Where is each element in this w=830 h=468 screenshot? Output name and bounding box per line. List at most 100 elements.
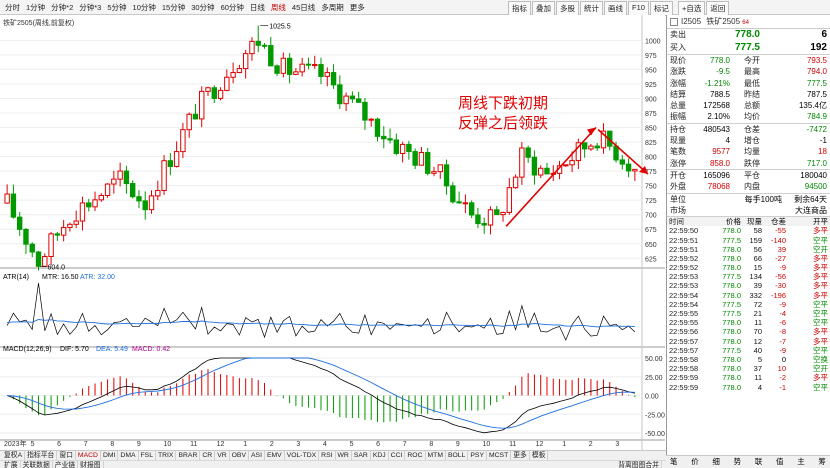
tool-button[interactable]: 叠加 — [532, 1, 555, 16]
period-tab[interactable]: 30分钟 — [191, 2, 215, 12]
x-axis-label: 9 — [456, 441, 460, 448]
extension-tab[interactable]: 扩展 — [2, 461, 21, 468]
period-tab[interactable]: 1分钟 — [26, 2, 46, 12]
panel-footer-tab[interactable]: 筹 — [818, 457, 826, 466]
extension-tab[interactable]: 产业链 — [53, 461, 79, 468]
down-candle — [337, 84, 343, 105]
period-tab[interactable]: 更多 — [349, 2, 365, 12]
up-candle — [224, 76, 230, 91]
kline-chart-area[interactable]: 1000 975 950 925 900 875 850 825 800 775 750 725 700… — [0, 15, 665, 450]
panel-footer-tab[interactable]: 值 — [776, 457, 784, 466]
period-tab[interactable]: 周线 — [270, 2, 286, 12]
tick-row[interactable]: 22:59:57 777.5 40 -9 空平 — [667, 346, 830, 355]
indicator-tab[interactable]: BOLL — [446, 451, 469, 460]
tick-volume: 39 — [753, 281, 762, 291]
period-tab[interactable]: 分钟*3 — [79, 2, 102, 12]
indicator-tab[interactable]: CCI — [389, 451, 406, 460]
contract-info: 单位 每手100吨 剩余64天 市场 大连商品 — [667, 192, 830, 217]
extension-tab[interactable]: 关联数据 — [21, 461, 53, 468]
indicator-tab[interactable]: 更多 — [511, 451, 530, 460]
indicator-tab[interactable]: PSY — [468, 451, 487, 460]
up-candle — [293, 71, 299, 75]
tick-row[interactable]: 22:59:52 778.0 15 -9 多平 — [667, 263, 830, 272]
indicator-tab[interactable]: 窗口 — [57, 451, 76, 460]
tick-row[interactable]: 22:59:57 778.0 12 -7 多平 — [667, 337, 830, 346]
tick-row[interactable]: 22:59:59 778.0 11 -2 多平 — [667, 373, 830, 382]
tick-row[interactable]: 22:59:56 778.0 70 -8 多平 — [667, 327, 830, 336]
tick-row[interactable]: 22:59:54 778.0 332 -196 多平 — [667, 291, 830, 300]
tick-list[interactable]: 时间 价格 现量 仓差 开平 22:59:50 778.0 58 -55 多平 22:59:51 77… — [667, 216, 830, 392]
tick-row[interactable]: 22:59:53 778.0 39 -30 多平 — [667, 281, 830, 290]
period-tab[interactable]: 10分钟 — [132, 2, 156, 12]
chart-canvas[interactable]: 1000975950925900875850825800775750725700… — [0, 15, 665, 450]
down-candle — [531, 156, 538, 176]
down-candle — [412, 151, 418, 166]
indicator-tab[interactable]: VOL-TDX — [285, 451, 320, 460]
tick-column-header: 时间 — [669, 217, 684, 227]
tool-button[interactable]: F10 — [628, 1, 649, 16]
tool-button[interactable]: 画线 — [604, 1, 627, 16]
mtr-line — [6, 282, 636, 341]
down-candle — [544, 167, 550, 175]
tick-row[interactable]: 22:59:52 778.0 66 -27 多平 — [667, 254, 830, 263]
tick-row[interactable]: 22:59:50 778.0 58 -55 多平 — [667, 226, 830, 235]
indicator-tab[interactable]: TRIX — [156, 451, 177, 460]
period-tab[interactable]: 60分钟 — [220, 2, 244, 12]
panel-footer-tab[interactable]: 笔 — [670, 457, 678, 466]
indicator-tab[interactable]: ROC — [405, 451, 426, 460]
period-tab[interactable]: 多周期 — [321, 2, 344, 12]
indicator-tab[interactable]: MCST — [487, 451, 512, 460]
period-tab[interactable]: 5分钟 — [107, 2, 127, 12]
panel-footer-tab[interactable]: 价 — [691, 457, 699, 466]
indicator-tab[interactable]: WR — [336, 451, 352, 460]
tick-row[interactable]: 22:59:53 777.5 134 -56 多平 — [667, 272, 830, 281]
tick-row[interactable]: 22:59:54 777.5 72 -9 空平 — [667, 300, 830, 309]
tick-row[interactable]: 22:59:51 778.0 56 39 空开 — [667, 245, 830, 254]
indicator-tab[interactable]: DMI — [101, 451, 119, 460]
tool-button[interactable]: 返回 — [706, 1, 730, 16]
checkbox-icon[interactable] — [670, 18, 678, 26]
period-tab[interactable]: 分钟*2 — [51, 2, 74, 12]
tick-row[interactable]: 22:59:55 778.0 11 -6 空平 — [667, 318, 830, 327]
up-candle — [173, 151, 180, 167]
indicator-tab[interactable]: 复权A — [2, 451, 26, 460]
annotation-line-1: 周线下跌初期 — [458, 95, 548, 112]
tick-position-change: -27 — [775, 253, 786, 263]
tick-row[interactable]: 22:59:51 777.5 159 -140 空平 — [667, 236, 830, 245]
tick-row[interactable]: 22:59:55 777.5 21 -4 空平 — [667, 309, 830, 318]
indicator-tab[interactable]: CR — [200, 451, 216, 460]
period-tab[interactable]: 日线 — [249, 2, 265, 12]
tick-row[interactable]: 22:59:58 778.0 37 10 空开 — [667, 364, 830, 373]
indicator-tab[interactable]: OBV — [230, 451, 249, 460]
quote-row: 结算 788.5 昨结 787.5 — [667, 89, 830, 100]
indicator-tab[interactable]: 模板 — [530, 451, 549, 460]
indicator-tab[interactable]: FSL — [139, 451, 156, 460]
tool-button[interactable]: 統计 — [580, 1, 603, 16]
panel-footer-tab[interactable]: 联 — [754, 457, 763, 466]
indicator-tab[interactable]: BRAR — [176, 451, 201, 460]
extension-tab[interactable]: 财报图 — [78, 461, 104, 468]
tool-button[interactable]: 标记 — [649, 1, 673, 16]
indicator-tab[interactable]: RSI — [319, 451, 336, 460]
indicator-tab[interactable]: EMV — [265, 451, 285, 460]
indicator-tab[interactable]: 指标平台 — [25, 451, 58, 460]
indicator-tab[interactable]: KDJ — [371, 451, 389, 460]
tick-row[interactable]: 22:59:58 778.0 5 0 空换 — [667, 355, 830, 364]
panel-footer-tab[interactable]: 细 — [712, 457, 720, 466]
indicator-tab[interactable]: ASI — [249, 451, 265, 460]
panel-footer-tab[interactable]: 势 — [733, 457, 742, 466]
tick-row[interactable]: 22:59:59 778.0 4 -1 空平 — [667, 383, 830, 392]
period-tab[interactable]: 45日线 — [291, 2, 316, 12]
panel-footer-tab[interactable]: 主 — [797, 457, 805, 466]
indicator-tab[interactable]: DMA — [118, 451, 139, 460]
tool-button[interactable]: 多股 — [556, 1, 579, 16]
period-tab[interactable]: 分时 — [5, 2, 20, 12]
period-tab[interactable]: 15分钟 — [161, 2, 186, 12]
up-candle — [500, 211, 506, 216]
tool-button[interactable]: +自选 — [677, 1, 706, 16]
indicator-tab[interactable]: MACD — [76, 451, 101, 460]
indicator-tab[interactable]: SAR — [352, 451, 371, 460]
tool-button[interactable]: 指标 — [508, 1, 531, 16]
indicator-tab[interactable]: MTM — [426, 451, 446, 460]
indicator-tab[interactable]: VR — [215, 451, 230, 460]
